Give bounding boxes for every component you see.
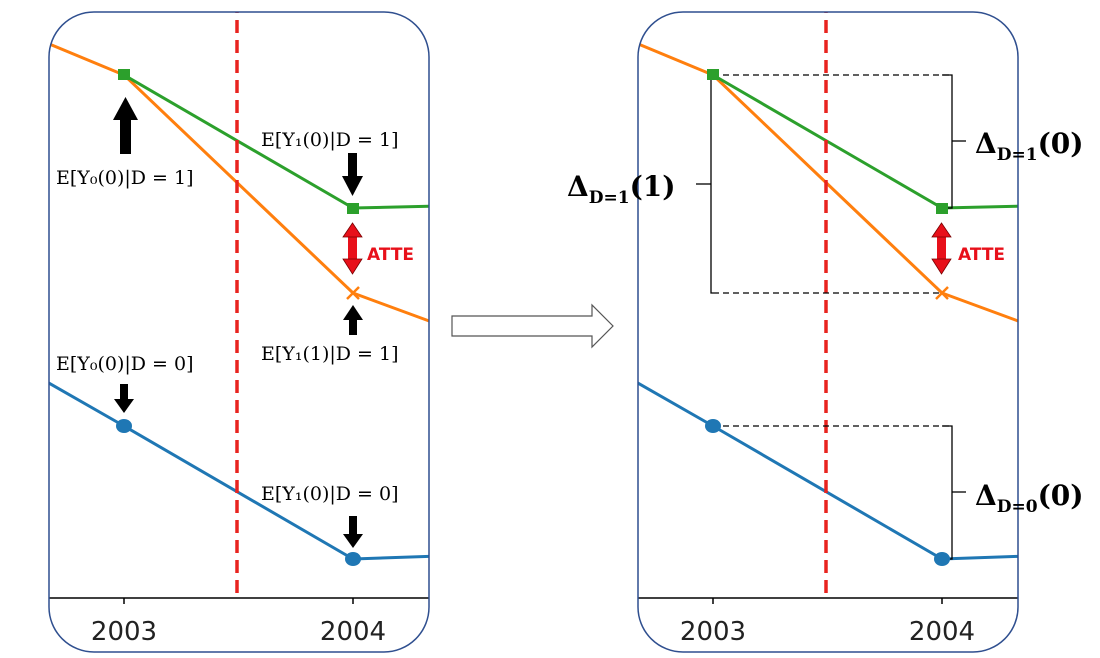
left-panel: 2003 2004 E[Y₀(0)|D = 1] E[Y₁(0)|D = 1] … — [48, 11, 430, 653]
label-y1-1-d1: E[Y₁(1)|D = 1] — [261, 343, 399, 365]
label-delta-d1-0: ΔD=1(0) — [975, 127, 1084, 165]
right-green-marker-2003 — [707, 69, 719, 80]
left-tick-label-2004: 2004 — [320, 617, 386, 647]
left-green-marker-2004 — [347, 203, 359, 214]
right-panel: 2003 2004 ATTE — [637, 11, 1019, 653]
left-panel-frame — [48, 11, 430, 653]
left-orange-x-marker — [346, 286, 360, 300]
label-delta-d0-0: ΔD=0(0) — [975, 479, 1084, 517]
atte-double-arrow-icon — [931, 222, 952, 275]
right-blue-line — [638, 376, 1018, 561]
arrow-up-icon — [113, 97, 138, 154]
right-blue-marker-2004 — [934, 552, 950, 566]
left-blue-line — [49, 376, 429, 561]
label-y1-0-d0: E[Y₁(0)|D = 0] — [261, 483, 399, 505]
right-tick-label-2004: 2004 — [909, 617, 975, 647]
right-orange-line — [638, 34, 1018, 327]
left-blue-marker-2004 — [345, 552, 361, 566]
right-blue-marker-2003 — [705, 419, 721, 433]
transition-arrow-icon — [451, 303, 614, 349]
label-y1-0-d1: E[Y₁(0)|D = 1] — [261, 129, 399, 151]
arrow-down-icon — [114, 384, 134, 413]
right-orange-x-marker — [935, 286, 949, 300]
left-tick-label-2003: 2003 — [91, 617, 157, 647]
right-brackets — [696, 74, 966, 560]
right-green-marker-2004 — [936, 203, 948, 214]
left-blue-marker-2003 — [116, 419, 132, 433]
label-atte-left: ATTE — [367, 245, 414, 265]
arrow-up-icon — [343, 305, 363, 335]
label-atte-right: ATTE — [958, 245, 1005, 265]
label-y0-d0: E[Y₀(0)|D = 0] — [56, 353, 194, 375]
label-y0-d1: E[Y₀(0)|D = 1] — [56, 167, 194, 189]
arrow-down-icon — [342, 153, 363, 196]
right-panel-frame — [637, 11, 1019, 653]
right-tick-label-2003: 2003 — [680, 617, 746, 647]
left-green-marker-2003 — [118, 69, 130, 80]
right-dashed-guides — [713, 74, 950, 427]
arrow-down-icon — [343, 516, 363, 548]
label-delta-d1-1: ΔD=1(1) — [567, 170, 676, 208]
atte-double-arrow-icon — [342, 222, 363, 275]
